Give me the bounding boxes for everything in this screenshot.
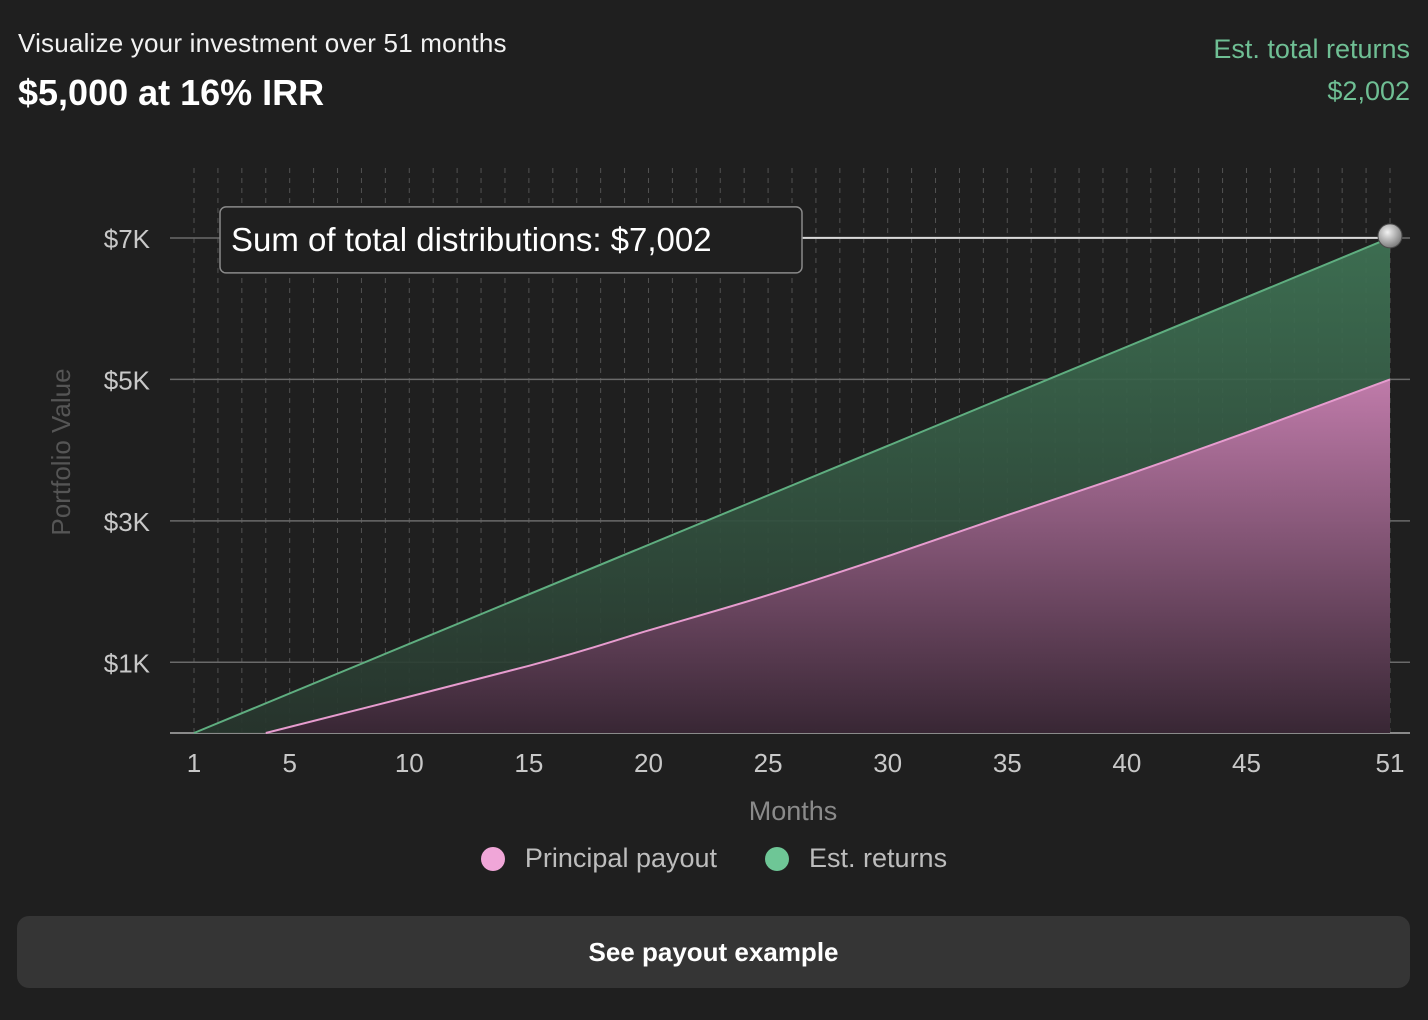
- legend-label-principal-payout: Principal payout: [524, 843, 718, 873]
- y-tick-label: $7K: [104, 224, 151, 254]
- y-axis-title: Portfolio Value: [46, 368, 76, 535]
- chart-subtitle: Visualize your investment over 51 months: [18, 28, 507, 58]
- principal-payout-area: [265, 379, 1390, 733]
- x-tick-label: 10: [395, 748, 424, 778]
- see-payout-example-button[interactable]: See payout example: [17, 916, 1410, 988]
- tooltip-text: Sum of total distributions: $7,002: [231, 221, 712, 258]
- x-tick-label: 40: [1112, 748, 1141, 778]
- x-axis-title: Months: [749, 796, 838, 826]
- investment-headline: $5,000 at 16% IRR: [18, 72, 325, 113]
- tooltip-marker: [1377, 223, 1403, 249]
- x-tick-label: 25: [754, 748, 783, 778]
- x-tick-label: 5: [282, 748, 296, 778]
- x-tick-label: 45: [1232, 748, 1261, 778]
- x-tick-label: 30: [873, 748, 902, 778]
- x-tick-label: 20: [634, 748, 663, 778]
- x-axis-tick-labels: 1 5 10 15 20 25 30 35 40 45 51: [187, 748, 1405, 778]
- y-tick-label: $5K: [104, 365, 151, 395]
- portfolio-value-chart: $1K$3K$5K$7K 1 5 10 15 20 25 30 35 40 45 51 Portfo…: [46, 168, 1410, 826]
- legend-dot-est-returns: [765, 846, 790, 871]
- x-tick-label: 35: [993, 748, 1022, 778]
- total-distributions-line: [193, 236, 1391, 734]
- chart-areas: [193, 236, 1391, 734]
- principal-payout-line: [265, 378, 1391, 734]
- tooltip-box: [219, 206, 803, 274]
- y-tick-label: $3K: [104, 507, 151, 537]
- legend-item-est-returns[interactable]: Est. returns: [765, 843, 947, 874]
- legend-item-principal-payout[interactable]: Principal payout: [480, 843, 718, 874]
- x-tick-label: 15: [514, 748, 543, 778]
- y-tick-label: $1K: [104, 648, 151, 678]
- est-total-returns-label: Est. total returns: [1213, 34, 1410, 64]
- legend-label-est-returns: Est. returns: [809, 843, 948, 873]
- x-tick-label: 51: [1376, 748, 1405, 778]
- legend-dot-principal-payout: [480, 846, 505, 871]
- est-total-returns-value: $2,002: [1327, 76, 1410, 106]
- tooltip-layer: Sum of total distributions: $7,002: [219, 206, 1403, 274]
- chart-legend: Principal payout Est. returns: [0, 843, 1428, 874]
- x-tick-label: 1: [187, 748, 201, 778]
- y-axis-tick-labels: $1K $3K $5K $7K: [104, 224, 151, 678]
